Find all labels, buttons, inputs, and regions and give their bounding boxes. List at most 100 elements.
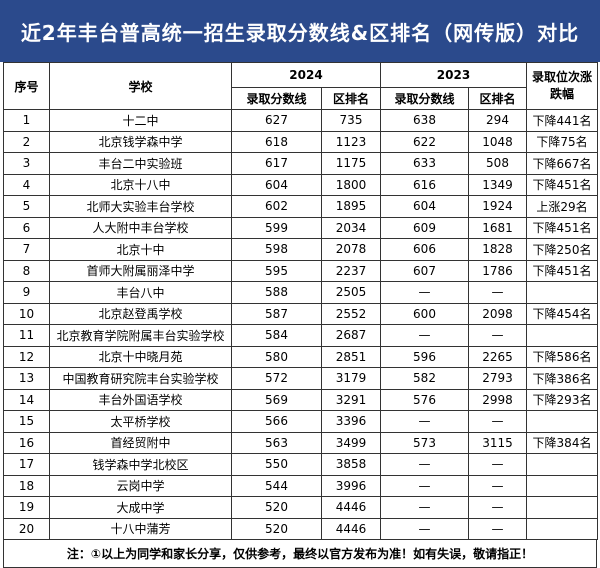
table-row: 10 北京赵登禹学校 587 2552 600 2098 下降454名	[3, 302, 598, 325]
table-cell: 294	[468, 109, 527, 132]
table-cell: 3858	[321, 453, 381, 476]
table-cell: 5	[3, 195, 50, 218]
table-cell: 丰台二中实验班	[49, 152, 232, 175]
table-cell: —	[468, 410, 527, 433]
table-cell: 563	[231, 431, 322, 454]
table-cell: 2098	[468, 302, 527, 325]
table-cell: 17	[3, 453, 50, 476]
table-cell: 598	[231, 238, 322, 261]
table-cell: —	[468, 517, 527, 540]
table-row: 19 大成中学 520 4446— —	[3, 496, 598, 519]
table-cell: 520	[231, 517, 322, 540]
table-cell: —	[380, 410, 469, 433]
header-cell: 录取分数线	[380, 87, 469, 110]
table-cell: 下降250名	[526, 238, 598, 261]
table-cell: 首经贸附中	[49, 431, 232, 454]
table-cell: 1048	[468, 130, 527, 153]
table-cell: 3115	[468, 431, 527, 454]
table-cell: 下降586名	[526, 345, 598, 368]
table-row: 20 十八中蒲芳 520 4446— —	[3, 517, 598, 540]
table-cell: 600	[380, 302, 469, 325]
table-cell: 16	[3, 431, 50, 454]
table-cell: 14	[3, 388, 50, 411]
table-cell: 2793	[468, 367, 527, 390]
table-cell: 1924	[468, 195, 527, 218]
table-cell: 中国教育研究院丰台实验学校	[49, 367, 232, 390]
table-cell	[526, 517, 598, 540]
header-cell: 区排名	[321, 87, 381, 110]
table-cell: 1	[3, 109, 50, 132]
table-cell: 下降386名	[526, 367, 598, 390]
title: 近2年丰台普高统一招生录取分数线&区排名（网传版）对比	[0, 0, 600, 62]
table-cell: 12	[3, 345, 50, 368]
table-row: 6 人大附中丰台学校 599 2034 609 1681 下降451名	[3, 216, 598, 239]
table-cell: 7	[3, 238, 50, 261]
table-cell: 北京赵登禹学校	[49, 302, 232, 325]
table-cell: 607	[380, 259, 469, 282]
table-cell	[526, 453, 598, 476]
table-cell: 1895	[321, 195, 381, 218]
table-cell: 2552	[321, 302, 381, 325]
table-row: 15 太平桥学校 566 3396— —	[3, 410, 598, 433]
table-cell: 576	[380, 388, 469, 411]
table-cell: 3291	[321, 388, 381, 411]
header-cell: 2024	[231, 62, 381, 88]
table-cell: 6	[3, 216, 50, 239]
table-cell: —	[468, 281, 527, 304]
table-cell: 18	[3, 474, 50, 497]
header-cell: 录取分数线	[231, 87, 322, 110]
table-cell: —	[380, 324, 469, 347]
table-cell: 20	[3, 517, 50, 540]
table-cell: 钱学森中学北校区	[49, 453, 232, 476]
header-cell: 学校	[49, 62, 232, 110]
header-cell: 2023	[380, 62, 527, 88]
table-cell: 首师大附属丽泽中学	[49, 259, 232, 282]
table-cell: 609	[380, 216, 469, 239]
table-row: 2 北京钱学森中学 618 1123 622 1048 下降75名	[3, 130, 598, 153]
table-cell: 604	[231, 173, 322, 196]
table-cell: 622	[380, 130, 469, 153]
table-cell	[526, 474, 598, 497]
table-cell: 2505	[321, 281, 381, 304]
table-cell: 2687	[321, 324, 381, 347]
table-cell: 587	[231, 302, 322, 325]
table-cell: 北京十八中	[49, 173, 232, 196]
table-cell: —	[468, 496, 527, 519]
table-cell: 北京十中	[49, 238, 232, 261]
header-cell: 区排名	[468, 87, 527, 110]
table-cell: —	[380, 453, 469, 476]
table-row: 16 首经贸附中 563 3499 573 3115 下降384名	[3, 431, 598, 454]
table-cell: 15	[3, 410, 50, 433]
table-cell: —	[468, 324, 527, 347]
table-cell: 北京十中晓月苑	[49, 345, 232, 368]
table-body: 1 十二中 627 735 638 294 下降441名 2 北京钱学森中学 618 1123 622…	[3, 109, 598, 540]
table-cell: 10	[3, 302, 50, 325]
table-cell: 520	[231, 496, 322, 519]
table-cell: 638	[380, 109, 469, 132]
table-cell: 595	[231, 259, 322, 282]
table-row: 3 丰台二中实验班 617 1175 633 508 下降667名	[3, 152, 598, 175]
table-cell: 616	[380, 173, 469, 196]
table-cell: 2034	[321, 216, 381, 239]
table-cell: 573	[380, 431, 469, 454]
table-cell: 735	[321, 109, 381, 132]
table-cell: 下降451名	[526, 259, 598, 282]
table-cell: 584	[231, 324, 322, 347]
table-cell: 11	[3, 324, 50, 347]
table-cell: 下降451名	[526, 173, 598, 196]
table-cell: 下降451名	[526, 216, 598, 239]
table-cell: 566	[231, 410, 322, 433]
table-cell: —	[468, 453, 527, 476]
table-row: 5 北师大实验丰台学校 602 1895 604 1924 上涨29名	[3, 195, 598, 218]
table-cell	[526, 281, 598, 304]
header-cell: 录取位次涨跌幅	[526, 62, 598, 110]
table-cell: 13	[3, 367, 50, 390]
table-cell: 617	[231, 152, 322, 175]
table-cell: 4	[3, 173, 50, 196]
table-cell: 上涨29名	[526, 195, 598, 218]
table-row: 8 首师大附属丽泽中学 595 2237 607 1786 下降451名	[3, 259, 598, 282]
table-cell: 下降441名	[526, 109, 598, 132]
table-cell: 3396	[321, 410, 381, 433]
table-cell: 1349	[468, 173, 527, 196]
table-cell: 580	[231, 345, 322, 368]
